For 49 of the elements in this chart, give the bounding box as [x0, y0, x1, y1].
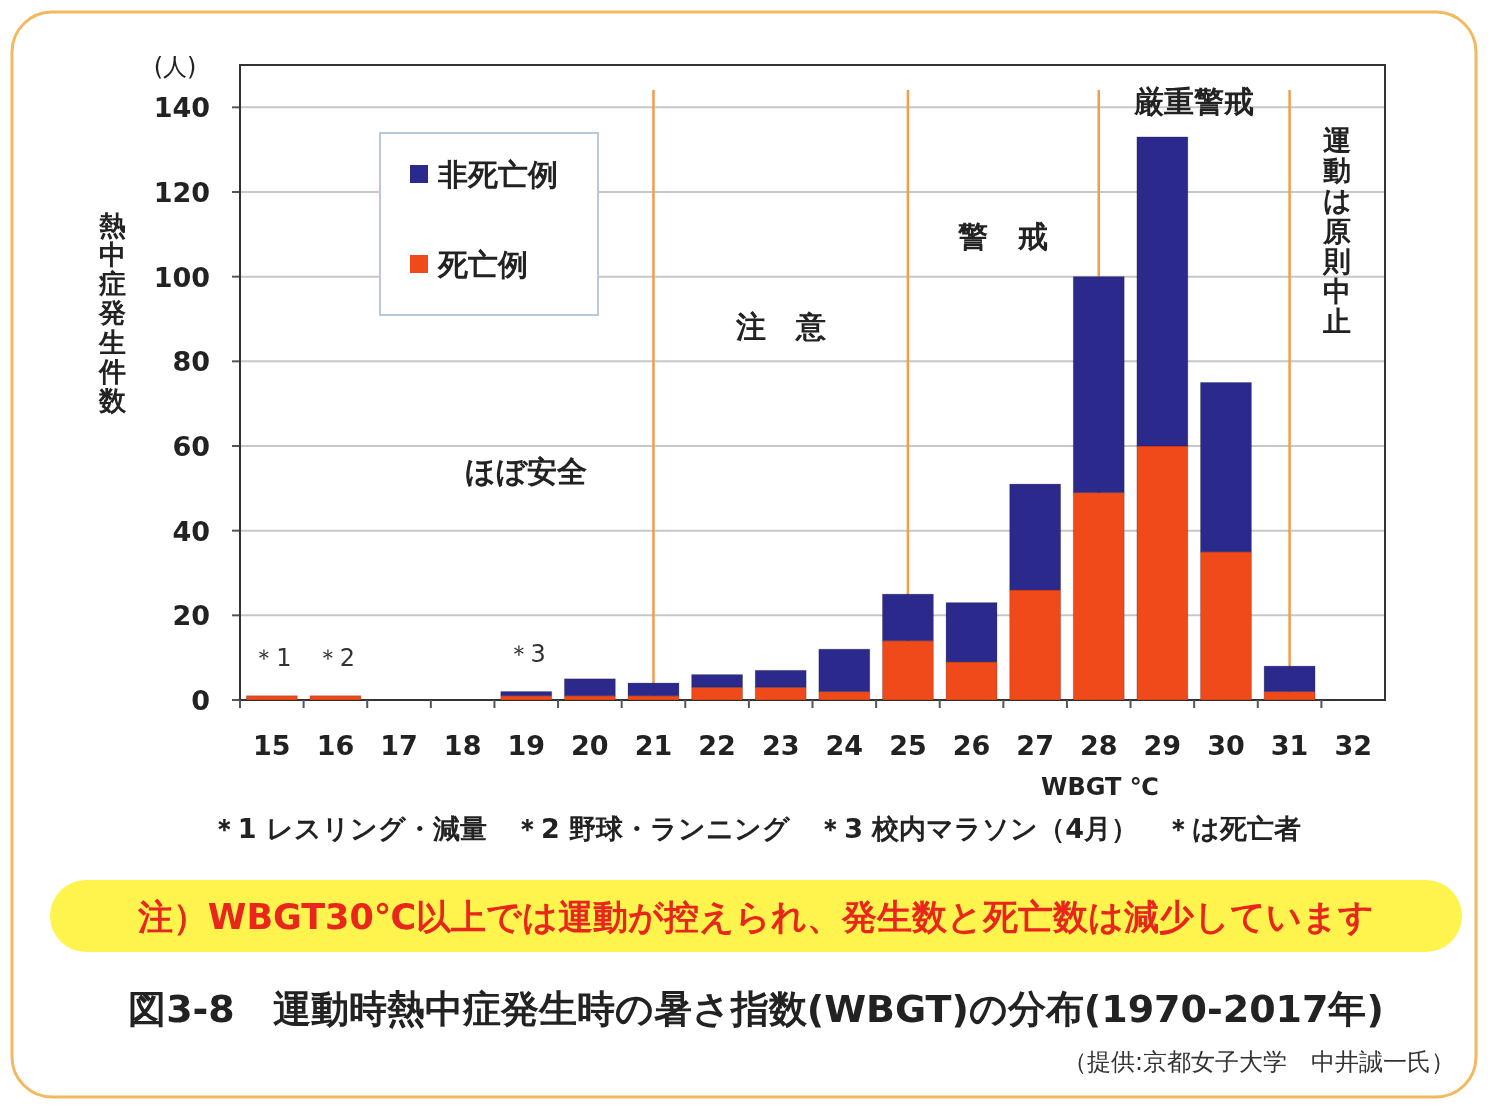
x-tick-label: 22 [698, 730, 736, 761]
y-tick-label: 40 [172, 515, 210, 547]
x-tick-label: 31 [1270, 730, 1309, 761]
y-tick-label: 0 [191, 685, 210, 716]
legend-label: 死亡例 [437, 247, 528, 282]
ref-line-label: 警 戒 [957, 219, 1049, 254]
x-tick-label: 29 [1143, 730, 1182, 761]
ref-line-label: 注 意 [734, 309, 827, 344]
y-axis-title: 熱中症発生件数 [97, 210, 127, 416]
bar [627, 682, 680, 697]
bar [563, 678, 616, 697]
annotation: ＊3 [506, 639, 546, 668]
ref-line-label: 運動は原則中止 [1322, 124, 1352, 339]
bar [245, 695, 298, 701]
x-tick-label: 19 [507, 730, 546, 761]
x-tick-label: 25 [889, 730, 927, 761]
bar [500, 691, 553, 697]
text: (人) [153, 53, 197, 81]
legend-label: 非死亡例 [437, 157, 558, 192]
text: （提供:京都女子大学 中井誠一氏） [1062, 1048, 1455, 1076]
bar [500, 695, 553, 701]
y-tick-label: 80 [172, 346, 210, 378]
text: ＊1 レスリング・減量 ＊2 野球・ランニング ＊3 校内マラソン（4月） ＊は死亡者 [210, 813, 1302, 844]
ref-line-label: 厳重警戒 [1133, 84, 1255, 119]
x-tick-label: 32 [1334, 730, 1372, 761]
x-tick-label: 30 [1207, 730, 1245, 761]
x-tick-label: 24 [825, 730, 864, 761]
x-tick-label: 23 [761, 730, 800, 761]
annotation: ＊2 [315, 643, 356, 672]
y-tick-label: 140 [153, 92, 210, 124]
text: 図3-8 運動時熱中症発生時の暑さ指数(WBGT)の分布(1970-2017年) [128, 987, 1384, 1031]
x-tick-label: 18 [443, 730, 482, 761]
x-tick-label: 15 [253, 730, 291, 761]
x-tick-label: 20 [571, 730, 609, 761]
x-tick-label: 26 [952, 730, 991, 761]
annotation: ＊1 [252, 643, 292, 672]
y-tick-label: 60 [172, 431, 210, 462]
y-tick-label: 120 [153, 177, 210, 208]
x-tick-label: 16 [316, 730, 355, 761]
x-tick-label: 28 [1079, 730, 1118, 761]
bar [309, 695, 362, 701]
x-tick-label: 27 [1016, 730, 1054, 761]
x-tick-label: 21 [634, 730, 673, 761]
annotation: ほぼ安全 [465, 454, 588, 489]
y-tick-label: 20 [172, 600, 210, 632]
x-axis-title: WBGT ℃ [1041, 773, 1159, 801]
y-tick-label: 100 [153, 261, 210, 293]
x-tick-label: 17 [380, 730, 418, 761]
text: 注）WBGT30℃以上では運動が控えられ、発生数と死亡数は減少しています [136, 897, 1375, 937]
